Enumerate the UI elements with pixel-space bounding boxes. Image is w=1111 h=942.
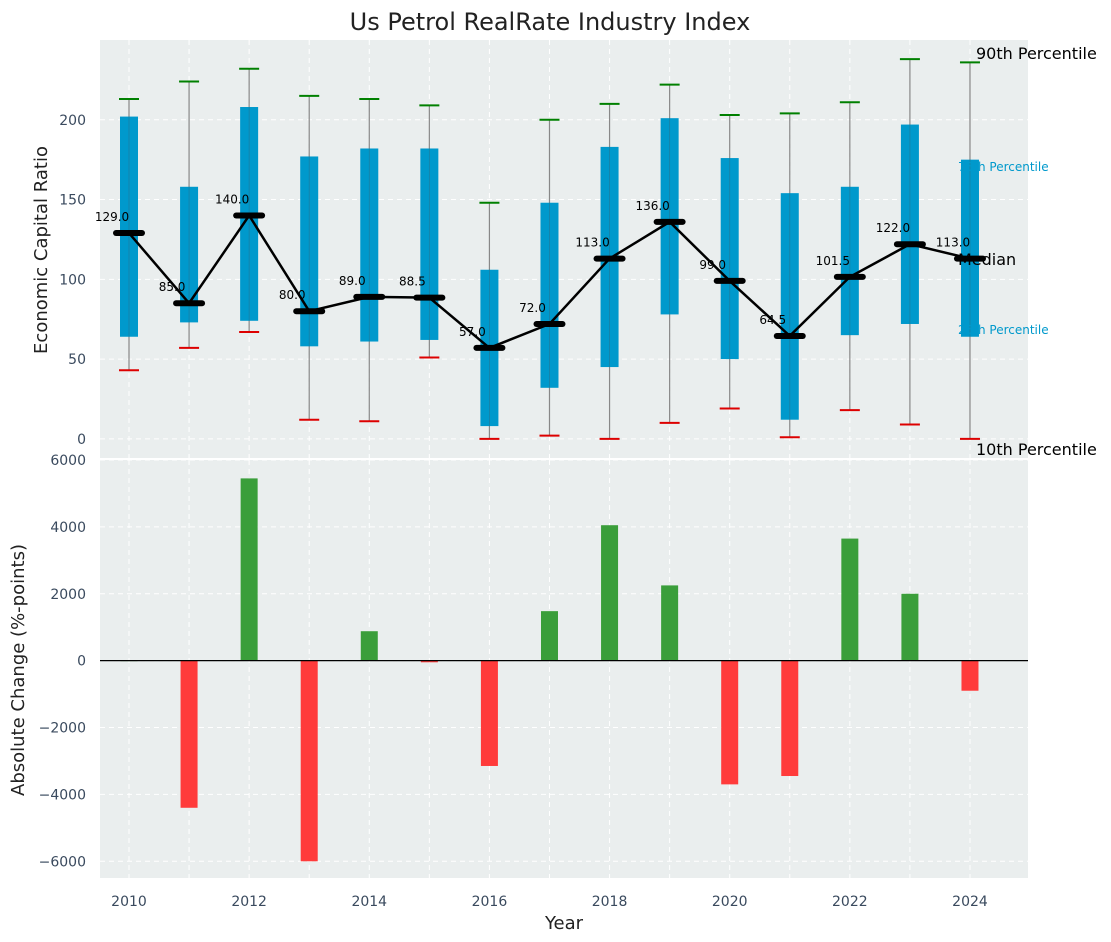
median-label-2018: 113.0 (575, 236, 609, 250)
x-tick-2014: 2014 (351, 894, 387, 910)
bottom-y-tick--6000: −6000 (39, 854, 86, 870)
percentile-legend: 90th Percentile 75th Percentile Median 2… (958, 44, 1097, 459)
median-label-2013: 80.0 (279, 288, 306, 302)
x-ticks: 2010 2012 2014 2016 2018 2020 2022 2024 (111, 894, 988, 910)
change-panel-background (100, 460, 1028, 878)
top-y-axis-label: Economic Capital Ratio (31, 146, 52, 354)
bottom-y-tick-0: 0 (77, 654, 86, 670)
x-tick-2020: 2020 (712, 894, 748, 910)
median-label-2011: 85.0 (159, 280, 186, 294)
change-bar-2011 (180, 660, 198, 808)
median-label-2015: 88.5 (399, 275, 426, 289)
y-tick-0: 0 (77, 432, 86, 448)
change-bar-2024 (961, 660, 979, 691)
x-tick-2018: 2018 (592, 894, 628, 910)
x-tick-2016: 2016 (472, 894, 508, 910)
y-tick-200: 200 (59, 113, 86, 129)
legend-p75: 75th Percentile (958, 160, 1049, 174)
percentile-panel: 0 50 100 150 200 129.0 85.0 140.0 80.0 89.0 88.5 5… (31, 40, 1097, 459)
change-bar-2014 (360, 631, 378, 661)
median-value-labels: 129.0 85.0 140.0 80.0 89.0 88.5 57.0 72.0 113.0 1… (95, 192, 970, 338)
change-bar-2016 (480, 660, 498, 766)
median-label-2010: 129.0 (95, 210, 129, 224)
median-trend (113, 212, 986, 351)
median-label-2014: 89.0 (339, 274, 366, 288)
change-bar-2022 (841, 538, 859, 661)
bottom-y-tick--4000: −4000 (39, 787, 86, 803)
bottom-y-axis-label: Absolute Change (%-points) (8, 544, 29, 796)
legend-p25: 25th Percentile (958, 323, 1049, 337)
change-bar-2019 (661, 585, 679, 661)
y-tick-150: 150 (59, 193, 86, 209)
change-bar-2012 (240, 478, 258, 661)
median-label-2012: 140.0 (215, 192, 249, 206)
bottom-y-tick-4000: 4000 (50, 520, 86, 536)
x-tick-2022: 2022 (832, 894, 868, 910)
median-label-2024: 113.0 (936, 236, 970, 250)
x-tick-2010: 2010 (111, 894, 147, 910)
bottom-y-tick-2000: 2000 (50, 587, 86, 603)
change-bar-2017 (540, 611, 558, 661)
change-bar-2013 (300, 660, 318, 862)
y-tick-100: 100 (59, 272, 86, 288)
y-tick-50: 50 (68, 352, 86, 368)
median-label-2016: 57.0 (459, 325, 486, 339)
change-bars (120, 478, 979, 862)
legend-p10: 10th Percentile (976, 440, 1097, 459)
median-label-2017: 72.0 (519, 301, 546, 315)
change-bar-2015 (420, 660, 438, 663)
change-bar-2020 (721, 660, 739, 785)
change-bar-2021 (781, 660, 799, 777)
median-label-2023: 122.0 (876, 221, 910, 235)
median-label-2019: 136.0 (635, 199, 669, 213)
change-bar-2023 (901, 593, 919, 661)
chart-title: Us Petrol RealRate Industry Index (350, 8, 751, 36)
median-label-2020: 99.0 (699, 258, 726, 272)
median-label-2022: 101.5 (816, 254, 850, 268)
percentile-panel-background (100, 40, 1028, 458)
change-y-ticks: −6000 −4000 −2000 0 2000 4000 6000 (39, 453, 86, 870)
bottom-y-tick--2000: −2000 (39, 721, 86, 737)
change-bar-2018 (601, 525, 619, 661)
legend-p90: 90th Percentile (976, 44, 1097, 63)
x-tick-2024: 2024 (952, 894, 988, 910)
bottom-y-tick-6000: 6000 (50, 453, 86, 469)
legend-median: Median (958, 250, 1016, 269)
median-label-2021: 64.5 (759, 313, 786, 327)
percentile-y-ticks: 0 50 100 150 200 (59, 113, 86, 448)
x-axis-label: Year (544, 913, 584, 934)
x-tick-2012: 2012 (231, 894, 267, 910)
